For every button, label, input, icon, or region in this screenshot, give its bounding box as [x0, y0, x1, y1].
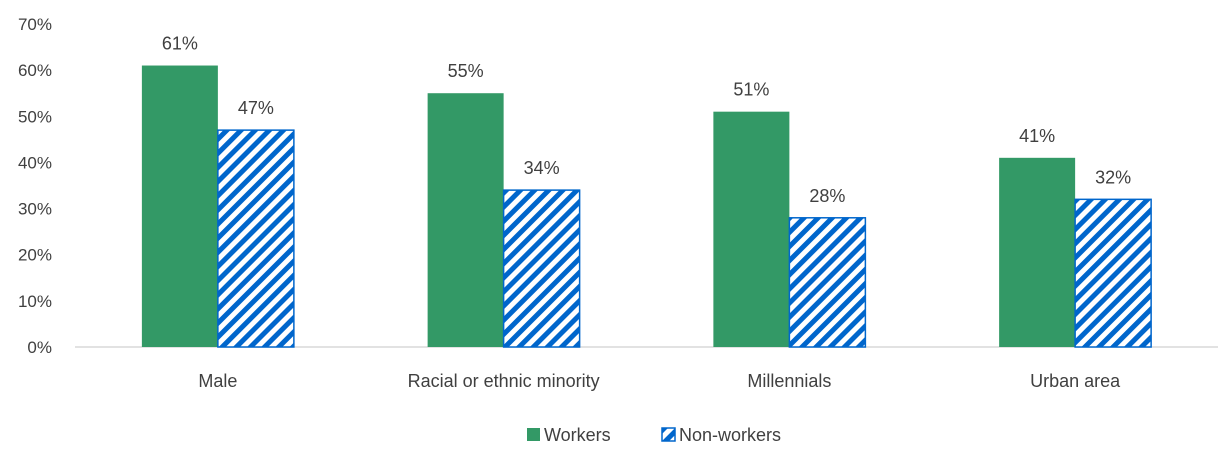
y-tick-label: 70%: [18, 15, 52, 34]
bar-workers: [427, 93, 504, 347]
y-tick-label: 20%: [18, 246, 52, 265]
legend-swatch-workers: [527, 428, 540, 441]
legend: Workers Non-workers: [527, 425, 781, 445]
y-tick-label: 30%: [18, 200, 52, 219]
bar-non-workers: [1074, 198, 1152, 348]
x-tick-label: Male: [198, 371, 237, 391]
data-label: 51%: [733, 80, 769, 100]
x-tick-label: Millennials: [747, 371, 831, 391]
x-tick-label: Racial or ethnic minority: [408, 371, 600, 391]
data-label: 28%: [809, 186, 845, 206]
y-tick-label: 60%: [18, 61, 52, 80]
bars: 61% 47% 55% 34% 51% 28% 41% 32%: [141, 34, 1152, 348]
bar-workers: [999, 157, 1076, 347]
data-label: 32%: [1095, 167, 1131, 187]
y-tick-label: 10%: [18, 292, 52, 311]
legend-label: Workers: [544, 425, 611, 445]
data-label: 47%: [238, 98, 274, 118]
y-tick-label: 50%: [18, 107, 52, 126]
data-label: 34%: [524, 158, 560, 178]
data-label: 41%: [1019, 126, 1055, 146]
data-label: 55%: [448, 61, 484, 81]
legend-swatch-non-workers: [661, 427, 676, 442]
legend-label: Non-workers: [679, 425, 781, 445]
x-tick-label: Urban area: [1030, 371, 1121, 391]
y-axis: 0% 10% 20% 30% 40% 50% 60% 70%: [18, 15, 52, 357]
x-axis: Male Racial or ethnic minority Millennials…: [75, 346, 1218, 391]
bar-non-workers: [788, 217, 867, 348]
bar-non-workers: [502, 189, 581, 348]
y-tick-label: 40%: [18, 153, 52, 172]
data-label: 61%: [162, 34, 198, 54]
bar-non-workers: [217, 129, 295, 348]
bar-workers: [141, 65, 218, 348]
bar-workers: [713, 111, 790, 348]
y-tick-label: 0%: [27, 338, 52, 357]
